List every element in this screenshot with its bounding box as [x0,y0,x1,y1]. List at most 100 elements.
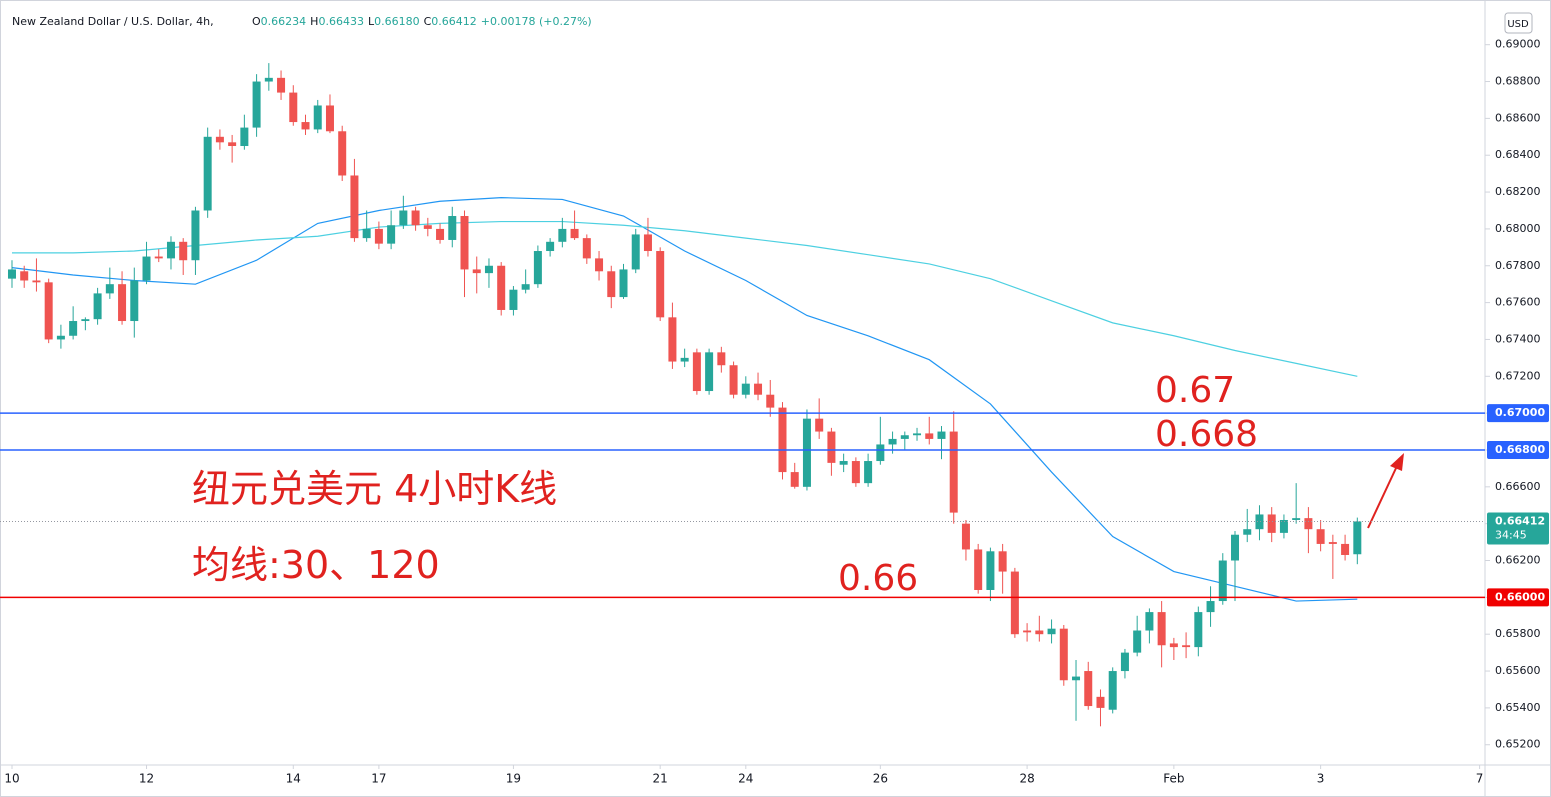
candle-body [69,321,78,336]
x-tick-label: 28 [1019,772,1034,786]
candle-body [937,431,946,439]
candle-body [729,365,738,395]
price-tag [1487,512,1549,545]
ohlc-legend: O0.66234 H0.66433 L0.66180 C0.66412 +0.00178… [252,15,592,28]
candle-body [1133,630,1142,653]
candle-body [913,433,922,436]
price-tag-label: 0.67000 [1495,406,1545,419]
candle-body [741,383,750,395]
candle-body [888,438,897,445]
candle-body [1023,630,1032,633]
y-tick-label: 0.67200 [1495,369,1541,382]
candle-body [521,284,530,290]
candle-body [1182,645,1191,648]
ohlc-key: L [368,15,375,28]
candle-body [705,352,714,392]
candle-body [974,549,983,590]
candle-body [362,228,371,239]
candle-body [154,256,163,259]
symbol: New Zealand Dollar / U.S. Dollar, 4h, [12,15,214,28]
ohlc-key: H [310,15,318,28]
plot-area [7,63,1362,727]
y-tick-label: 0.68200 [1495,185,1541,198]
price-tag-label: 0.66412 [1495,514,1545,527]
candle-body [325,105,334,132]
currency[interactable]: USD [1507,19,1529,30]
ohlc-key: O [252,15,261,28]
candle-body [399,210,408,226]
candle-body [864,461,873,484]
price-tag-label: 0.66800 [1495,443,1545,456]
candle-body [472,269,481,274]
candle-body [240,127,249,147]
y-tick-label: 0.66200 [1495,554,1541,567]
currency-box[interactable] [1504,12,1533,34]
candle-body [497,265,506,310]
x-tick-label: 3 [1317,772,1325,786]
candle-body [876,444,885,462]
candle-body [766,394,775,408]
candle-body [558,228,567,242]
candle-body [815,418,824,432]
candle-body [680,357,689,362]
candle-body [949,431,958,513]
candle-body [1316,529,1325,544]
candle-body [374,228,383,244]
candle-body [1279,519,1288,533]
candle-body [778,407,787,473]
moving-average [11,196,1358,602]
candle-body [228,142,237,147]
candle-body [754,383,763,395]
y-tick-label: 0.69000 [1495,38,1541,51]
candle-body [191,210,200,261]
candle-body [44,282,53,340]
candle-body [1328,542,1337,544]
x-tick-label: 19 [506,772,521,786]
candle-body [607,271,616,298]
candle-body [631,234,640,270]
annotation-level: 0.66 [838,558,918,599]
y-tick-label: 0.65200 [1495,738,1541,751]
y-tick-label: 0.65800 [1495,627,1541,640]
x-tick-label: 7 [1476,772,1484,786]
arrow [1367,465,1398,529]
annotation-level: 0.668 [1155,414,1258,455]
candle-body [1010,571,1019,635]
candle-body [130,280,139,322]
candle-body [1108,671,1117,710]
ohlc-value: 0.66433 [318,15,364,28]
candle-body [1096,696,1105,708]
candle-body [411,210,420,226]
candle-body [619,269,628,298]
x-tick-label: Feb [1163,772,1184,786]
y-tick-label: 0.65400 [1495,701,1541,714]
candle-body [1341,543,1350,555]
candle-body [166,241,175,259]
candle-body [1059,628,1068,681]
candle-body [656,251,665,318]
candle-body [1243,529,1252,535]
moving-average [11,220,1358,377]
candle-body [252,81,261,128]
y-tick-label: 0.67600 [1495,296,1541,309]
candle-body [509,289,518,310]
candle-body [582,238,591,259]
y-tick-label: 0.66600 [1495,480,1541,493]
candle-body [484,265,493,274]
candle-body [533,251,542,285]
candle-body [595,258,604,272]
candle-body [179,241,188,261]
candle-body [289,92,298,123]
price-tag-label: 0.66000 [1495,590,1545,603]
candle-body [570,228,579,239]
candle-body [1267,514,1276,533]
candle-body [215,136,224,143]
candle-body [802,418,811,487]
price-tag [1487,404,1549,423]
candle-body [986,551,995,590]
candle-body [1255,514,1264,530]
x-tick-label: 14 [286,772,301,786]
price-tag [1487,440,1549,459]
x-tick-label: 26 [873,772,888,786]
candle-body [1353,521,1362,555]
